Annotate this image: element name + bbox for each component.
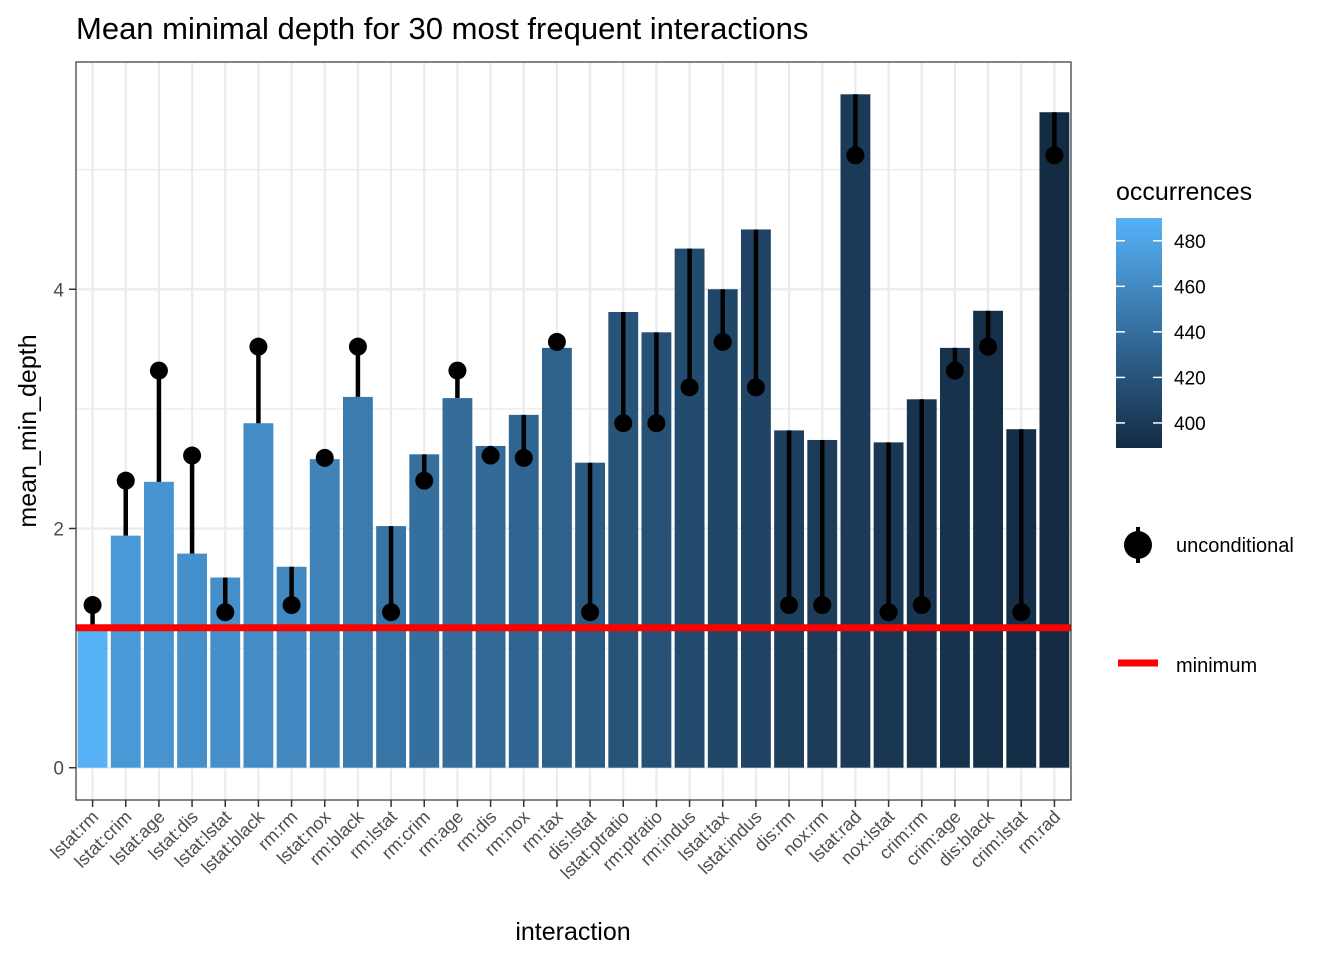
unconditional-point [945,361,964,380]
unconditional-point [282,596,301,615]
unconditional-point [813,596,832,615]
legend-key-unconditional [1124,527,1152,563]
bar [409,454,440,768]
colorbar-tick-label: 420 [1174,368,1206,389]
unconditional-point [713,332,732,351]
unconditional-point [1045,146,1064,165]
bar [939,347,970,768]
unconditional-points [83,146,1064,622]
y-tick-label: 0 [53,759,64,780]
unconditional-point [116,471,135,490]
y-axis-title: mean_min_depth [14,334,42,527]
unconditional-point [481,446,500,465]
bar [442,398,473,768]
colorbar-title: occurrences [1116,178,1252,206]
unconditional-point [614,414,633,433]
colorbar-tick-label: 460 [1174,277,1206,298]
unconditional-point [249,337,268,356]
legend-label-minimum: minimum [1176,655,1257,677]
bar [243,423,274,768]
legend-label-unconditional: unconditional [1176,535,1294,557]
colorbar-ticks: 400 420 440 460 480 [1116,232,1206,435]
bar [541,347,572,768]
y-axis: 0 2 4 [53,280,76,780]
panel-border [75,61,1072,801]
unconditional-point [514,448,533,467]
unconditional-point [183,446,202,465]
unconditional-point [315,448,334,467]
bar [475,445,506,768]
unconditional-point [647,414,666,433]
bar [840,94,871,768]
unconditional-point [83,596,102,615]
x-axis-title: interaction [515,918,630,946]
colorbar-tick-label: 440 [1174,323,1206,344]
unconditional-point [216,603,235,622]
bar [707,289,738,768]
panel-background [76,62,1071,800]
unconditional-point [382,603,401,622]
bar [309,459,340,768]
bar [973,310,1004,768]
x-axis: lstat:rmlstat:crimlstat:agelstat:dislsta… [47,800,1064,883]
unconditional-point [979,337,998,356]
bar [177,553,208,768]
unconditional-point [846,146,865,165]
y-tick-label: 4 [53,280,64,301]
unconditional-point [348,337,367,356]
bar [110,535,141,768]
unconditional-point [149,361,168,380]
bar [508,414,539,768]
unconditional-point [581,603,600,622]
unconditional-point [912,596,931,615]
unconditional-point [746,378,765,397]
legend: occurrences 400 420 440 460 480 unconditiona… [1116,178,1294,677]
unconditional-point [448,361,467,380]
colorbar-tick-label: 480 [1174,232,1206,253]
unconditional-point [415,471,434,490]
unconditional-point [879,603,898,622]
bar [77,627,108,768]
unconditional-point [780,596,799,615]
legend-point-icon [1124,531,1152,559]
bar [342,396,373,768]
colorbar [1116,218,1162,448]
unconditional-point [680,378,699,397]
unconditional-point [1012,603,1031,622]
y-tick-label: 2 [53,519,64,540]
plot-panel [75,61,1072,801]
unconditional-point [547,332,566,351]
chart-title: Mean minimal depth for 30 most frequent … [76,11,808,46]
bar [1039,112,1070,768]
colorbar-tick-label: 400 [1174,414,1206,435]
